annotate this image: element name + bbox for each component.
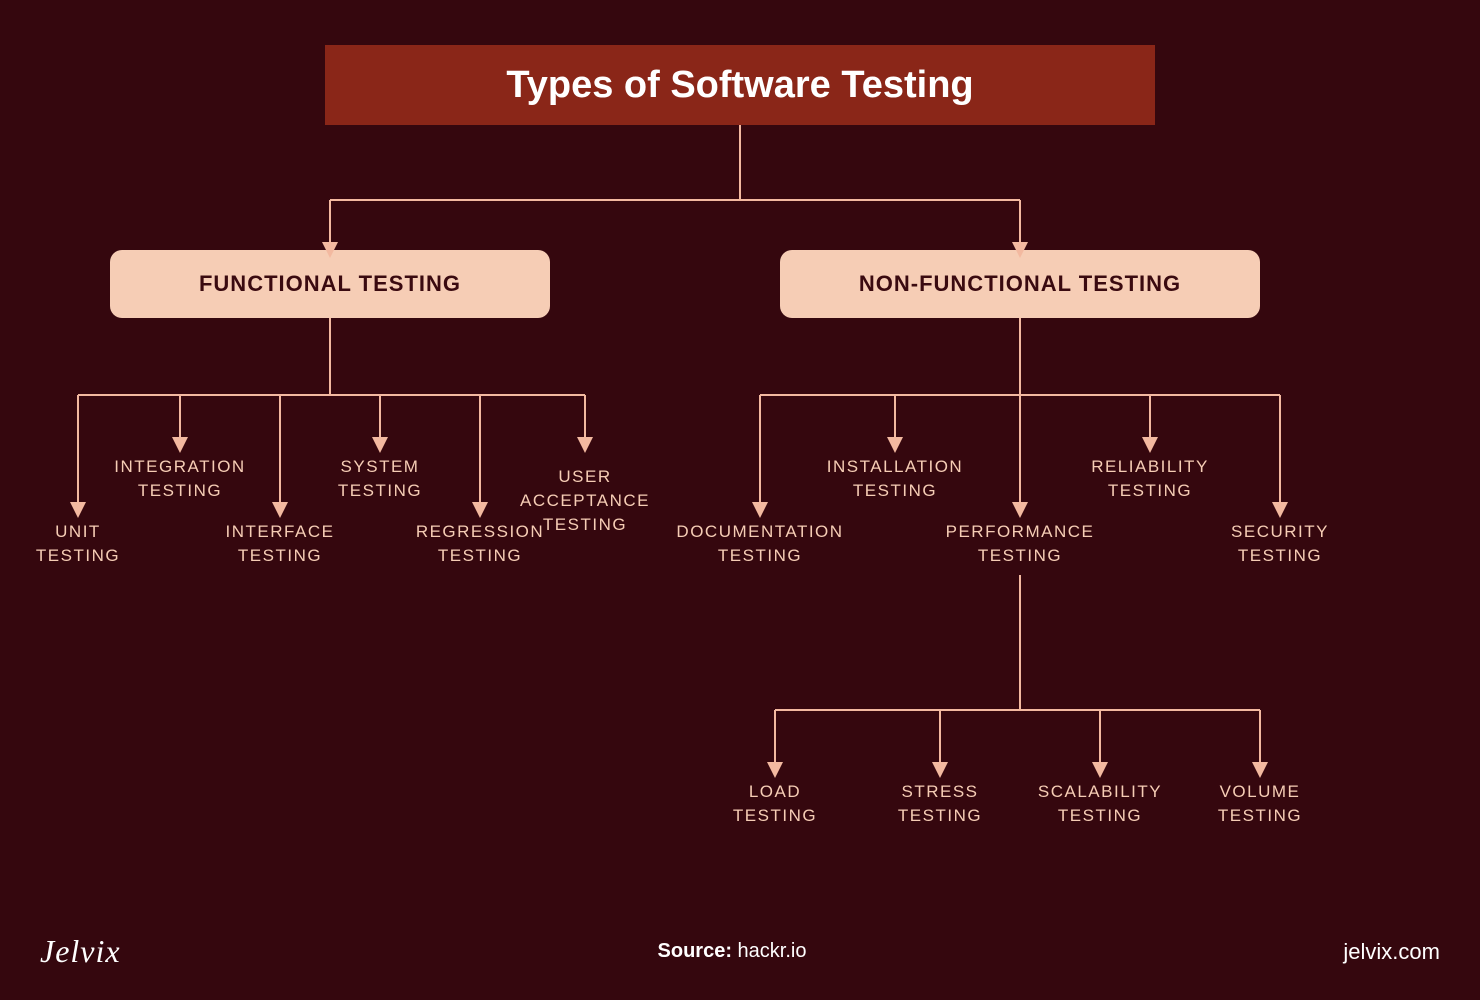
category-functional: FUNCTIONAL TESTING: [110, 250, 550, 318]
leaf-security: SECURITY TESTING: [1190, 520, 1370, 568]
source-label: Source:: [658, 940, 732, 962]
leaf-integration: INTEGRATION TESTING: [90, 455, 270, 503]
leaf-documentation: DOCUMENTATION TESTING: [670, 520, 850, 568]
footer: Jelvix Source: hackr.io jelvix.com: [0, 933, 1480, 970]
leaf-volume: VOLUME TESTING: [1170, 780, 1350, 828]
leaf-interface: INTERFACE TESTING: [190, 520, 370, 568]
logo: Jelvix: [40, 933, 121, 970]
leaf-scalability: SCALABILITY TESTING: [1010, 780, 1190, 828]
category-nonfunctional: NON-FUNCTIONAL TESTING: [780, 250, 1260, 318]
leaf-system: SYSTEM TESTING: [290, 455, 470, 503]
title-text: Types of Software Testing: [506, 64, 973, 107]
source-value: hackr.io: [738, 940, 807, 962]
leaf-uat: USER ACCEPTANCE TESTING: [495, 465, 675, 536]
title-box: Types of Software Testing: [325, 45, 1155, 125]
footer-url: jelvix.com: [1343, 939, 1440, 965]
source: Source: hackr.io: [658, 940, 807, 963]
leaf-reliability: RELIABILITY TESTING: [1060, 455, 1240, 503]
leaf-unit: UNIT TESTING: [0, 520, 168, 568]
leaf-stress: STRESS TESTING: [850, 780, 1030, 828]
leaf-installation: INSTALLATION TESTING: [805, 455, 985, 503]
leaf-performance: PERFORMANCE TESTING: [930, 520, 1110, 568]
leaf-load: LOAD TESTING: [685, 780, 865, 828]
